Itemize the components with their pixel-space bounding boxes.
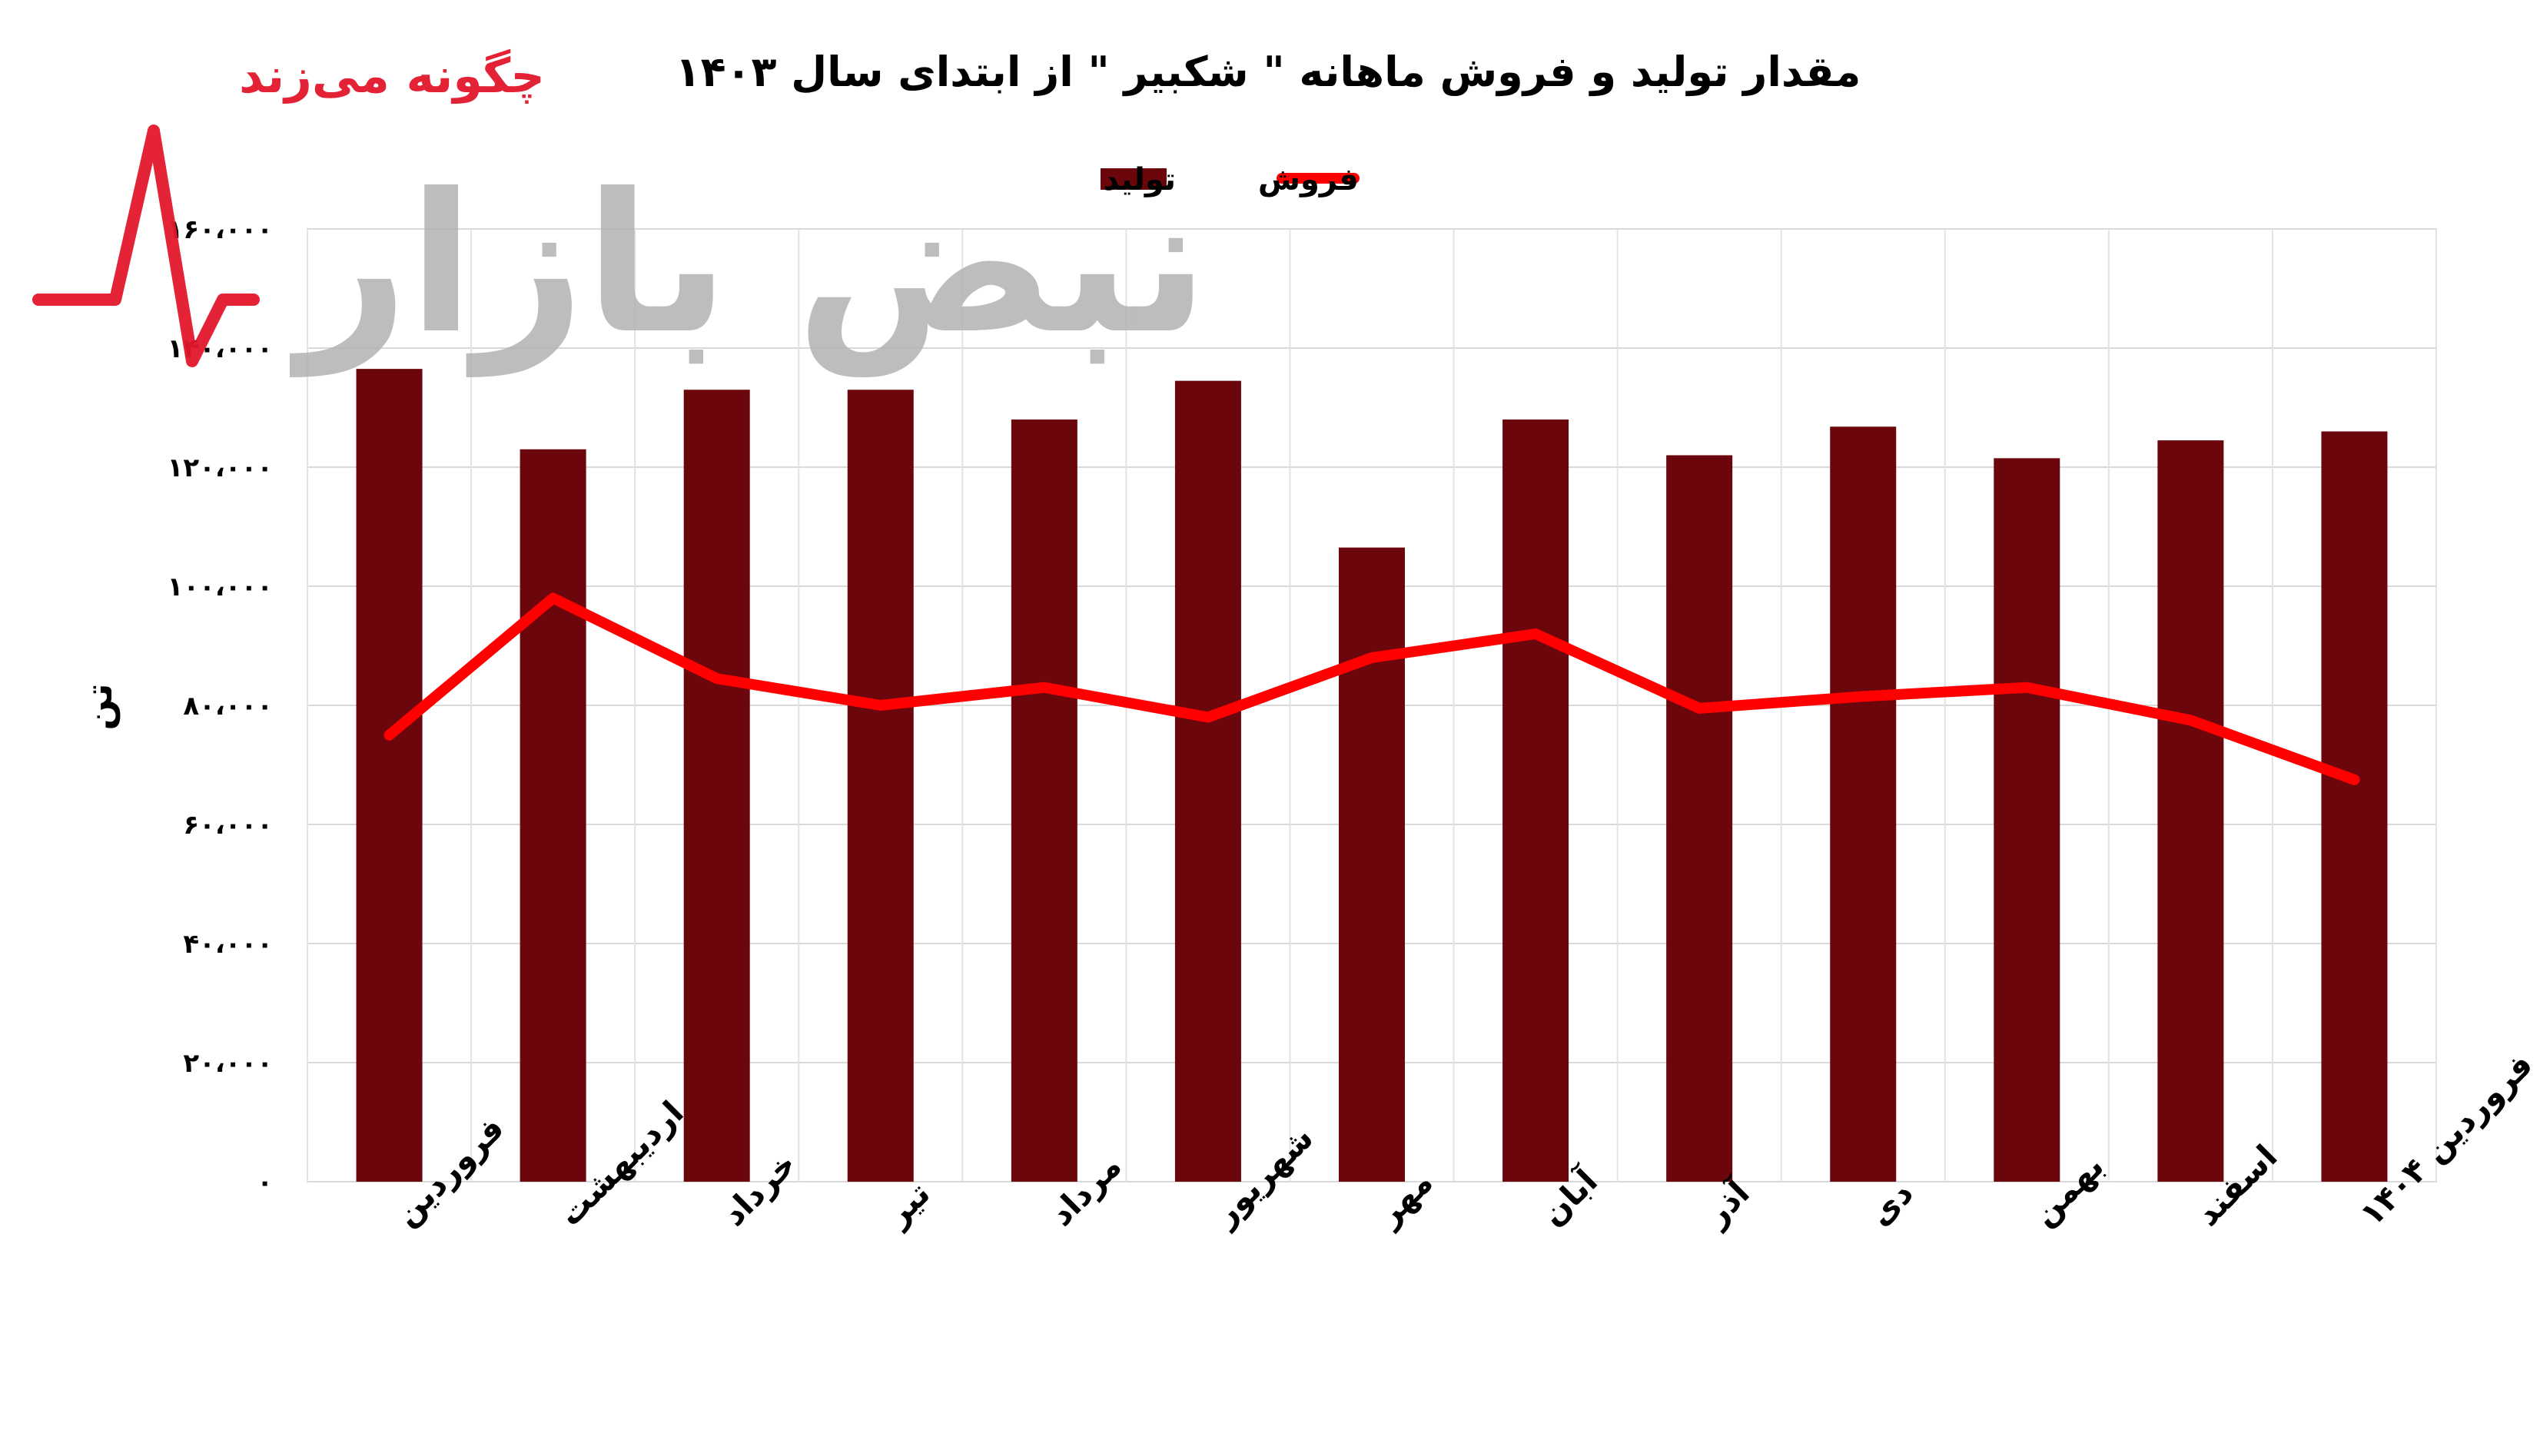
sales-point [2026, 686, 2028, 688]
bar-production [1339, 547, 1405, 1182]
y-tick-label: ۶۰،۰۰۰ [183, 810, 273, 841]
watermark-tagline: چگونه می‌زند [239, 48, 545, 104]
sales-point [1371, 657, 1373, 658]
sales-point [879, 705, 882, 706]
legend-label-sales: فروش [1258, 162, 1359, 197]
bar-production [1011, 420, 1077, 1182]
sales-point [388, 734, 390, 736]
sales-point [552, 597, 554, 599]
production-bars [356, 369, 2388, 1182]
watermark-logo: چگونه می‌زند نبض بازار [32, 48, 1209, 377]
bar-production [1830, 426, 1897, 1182]
sales-line-layer [383, 592, 2360, 785]
sales-point [1535, 633, 1537, 635]
chart-title: مقدار تولید و فروش ماهانه " شکبیر " از ا… [676, 48, 1861, 96]
bar-production [356, 369, 423, 1182]
bar-production [1994, 458, 2060, 1182]
sales-point [1207, 716, 1209, 718]
sales-point [716, 678, 718, 680]
legend-swatch-production [1101, 168, 1167, 190]
bar-production [683, 390, 750, 1182]
bar-production [2157, 440, 2224, 1182]
bar-production [1666, 455, 1733, 1182]
y-tick-label: ۱۰۰،۰۰۰ [168, 572, 273, 602]
y-tick-label: ۴۰،۰۰۰ [183, 929, 273, 960]
bar-production [2321, 431, 2388, 1182]
pulse-line-icon [32, 124, 260, 367]
bar-production [847, 390, 914, 1182]
y-axis-label: تن [78, 683, 121, 730]
y-tick-label: ۸۰،۰۰۰ [183, 691, 273, 721]
bar-production [1174, 380, 1241, 1182]
bar-production [1502, 420, 1569, 1182]
legend: تولید فروش [1101, 162, 1360, 197]
y-tick-label: ۲۰،۰۰۰ [183, 1048, 273, 1079]
y-axis: ۰ ۲۰،۰۰۰ ۴۰،۰۰۰ ۶۰،۰۰۰ ۸۰،۰۰۰ ۱۰۰،۰۰۰ ۱۲۰،۰۰۰ ۱… [168, 214, 273, 1198]
sales-point [1862, 695, 1864, 698]
sales-point [1698, 707, 1701, 709]
y-tick-label: ۱۶۰،۰۰۰ [168, 214, 273, 245]
sales-point [1043, 686, 1045, 688]
watermark-brand: نبض بازار [289, 152, 1208, 377]
sales-point [2353, 778, 2356, 781]
legend-label-production: تولید [1103, 162, 1176, 197]
bar-production [520, 449, 586, 1182]
y-tick-label: ۰ [257, 1167, 273, 1198]
y-tick-label: ۱۲۰،۰۰۰ [168, 453, 273, 483]
sales-point [2190, 719, 2192, 721]
